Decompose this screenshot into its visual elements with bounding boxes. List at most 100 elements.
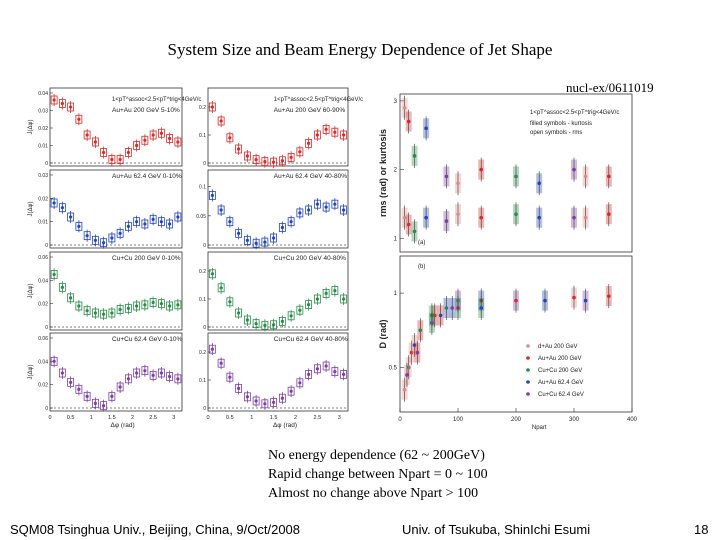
data-point	[85, 133, 89, 137]
data-point	[450, 306, 455, 310]
data-point	[60, 285, 64, 289]
data-point	[85, 309, 89, 313]
data-point	[151, 300, 155, 305]
y-tick-label: 0.1	[199, 378, 206, 384]
data-point	[298, 211, 302, 215]
data-point	[272, 160, 276, 164]
panel-frame	[207, 332, 349, 412]
data-point	[135, 371, 139, 375]
data-point	[298, 308, 302, 312]
data-point	[307, 372, 311, 376]
legend-label: Au+Au 62.4 GeV	[538, 380, 583, 386]
data-point	[228, 300, 232, 304]
y-tick-label: 0	[203, 161, 206, 167]
data-point	[210, 272, 214, 276]
data-point	[237, 311, 241, 315]
data-point	[272, 323, 276, 327]
x-tick-label: 0	[206, 415, 209, 421]
data-point	[298, 150, 302, 154]
legend-label: Au+Au 200 GeV	[538, 356, 582, 362]
panel-label: Cu+Cu 200 GeV 0-10%	[112, 255, 181, 262]
panel-4: 0 0.02 0.04 0.06 Cu+Cu 62.4 GeV 0-10% J(Δφ)	[28, 332, 183, 412]
data-point	[151, 217, 155, 221]
data-point	[52, 359, 56, 363]
x-tick-label: 2.5	[314, 415, 322, 421]
data-point	[93, 311, 97, 315]
y-tick-label: 0.1	[199, 297, 206, 303]
y-axis-label: J(Δφ)	[28, 120, 34, 135]
data-point	[237, 231, 241, 235]
y-tick-label: 0	[203, 325, 206, 331]
data-point	[254, 399, 258, 403]
note-energy-dependence: No energy dependence (62 ~ 200GeV)	[268, 448, 485, 463]
legend-marker	[526, 356, 530, 360]
data-point	[583, 298, 588, 303]
panel-2: 0 0.05 0.1 Au+Au 62.4 GeV 40-80%	[196, 169, 349, 250]
y-axis-label: D (rad)	[378, 319, 388, 348]
y-axis-label: rms (rad) or kurtosis	[378, 129, 388, 217]
x-tick-label: 2	[131, 415, 134, 421]
x-axis-label: Npart	[532, 425, 547, 431]
data-point	[102, 312, 106, 316]
data-point	[176, 215, 180, 219]
y-tick-label: 0	[45, 406, 48, 412]
panel-label: Cu+Cu 62.4 GeV 0-10%	[112, 336, 182, 343]
data-point	[537, 215, 541, 220]
y-tick-label: 0.02	[38, 302, 48, 308]
figure: 0 0.01 0.02 0.03 0.04 Au+Au 200 GeV 5-10% 1<pT…	[28, 87, 638, 431]
legend-label: d+Au 200 GeV	[538, 344, 578, 350]
data-point	[289, 389, 293, 393]
page-number: 18	[694, 522, 709, 537]
y-axis-label: J(Δφ)	[28, 365, 34, 380]
data-point	[60, 206, 64, 210]
data-point	[572, 295, 576, 300]
data-point	[219, 208, 223, 212]
data-point	[159, 131, 163, 135]
y-tick-label: 0.03	[38, 109, 48, 115]
y-tick-label: 3	[394, 99, 398, 105]
data-point	[315, 297, 319, 301]
legend-note: filled symbols - kurtosis	[530, 121, 592, 127]
y-tick-label: 0.04	[38, 91, 48, 97]
data-point	[456, 212, 460, 217]
data-point	[210, 105, 214, 109]
data-point	[143, 222, 147, 226]
x-tick-label: 0	[398, 417, 402, 423]
npart-panel-2: 0.5 1 D (rad) (b) d+Au 200 GeV Au+Au 200 GeV C…	[378, 255, 633, 413]
panel-1: 0 0.1 0.2 Au+Au 200 GeV 60-90% 1<pT^assoc<2.…	[199, 87, 363, 169]
data-point	[412, 343, 417, 347]
data-point	[263, 323, 267, 327]
panel-label: Au+Au 200 GeV 5-10%	[112, 107, 180, 114]
data-point	[280, 396, 284, 400]
data-point	[69, 215, 73, 219]
data-point	[118, 385, 122, 389]
reference-label: nucl-ex/0611019	[566, 80, 654, 95]
x-tick-label: 0	[48, 415, 51, 421]
data-point	[85, 394, 89, 398]
data-point	[77, 387, 81, 391]
y-tick-label: 0.02	[38, 126, 48, 132]
data-point	[228, 220, 232, 224]
data-point	[176, 377, 180, 381]
data-point	[537, 181, 541, 186]
x-tick-label: 2.5	[149, 415, 157, 421]
panel-label: Cu+Cu 62.4 GeV 40-80%	[274, 336, 348, 343]
data-point	[126, 224, 130, 228]
data-point	[456, 181, 460, 186]
data-point	[135, 304, 139, 308]
data-point	[315, 202, 319, 206]
data-point	[168, 136, 172, 141]
data-point	[444, 306, 449, 310]
data-point	[52, 272, 56, 277]
data-point	[168, 304, 172, 308]
panel-frame	[207, 251, 349, 331]
data-point	[424, 215, 428, 220]
data-point	[583, 215, 588, 220]
data-point	[272, 236, 276, 240]
data-point	[159, 371, 163, 375]
panel-header: 1<pT^assoc<2.5<pT^trig<4GeV/c	[530, 110, 619, 116]
data-point	[60, 101, 64, 106]
panel-4: 0 0.1 0.2 Cu+Cu 62.4 GeV 40-80%	[199, 332, 349, 412]
data-point	[110, 157, 114, 162]
data-point	[263, 402, 267, 406]
